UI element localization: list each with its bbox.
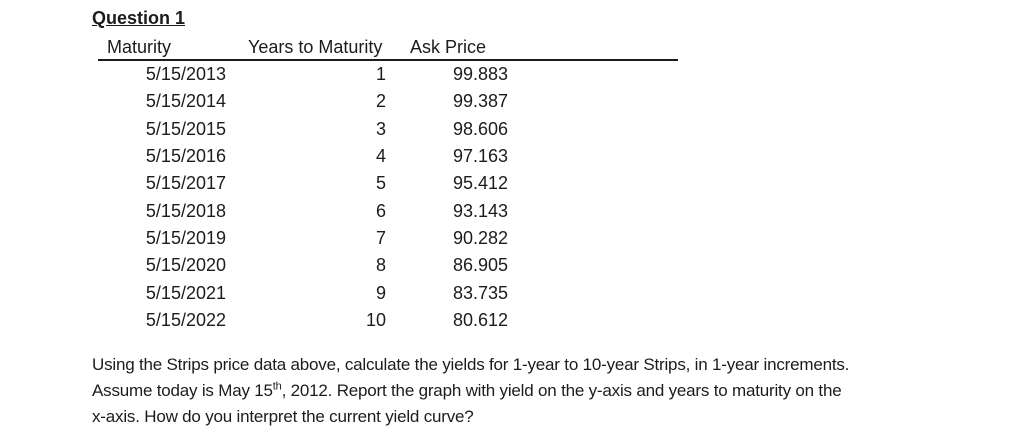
years-cell: 3 xyxy=(375,118,386,139)
question-text-line-2: Assume today is May 15th, 2012. Report t… xyxy=(92,378,849,404)
table-row: 5/15/2019 7 90.282 xyxy=(98,225,678,252)
question-text: Using the Strips price data above, calcu… xyxy=(92,352,849,430)
question-title: Question 1 xyxy=(92,8,186,28)
table-row: 5/15/2015 3 98.606 xyxy=(98,116,678,143)
years-cell: 4 xyxy=(375,146,386,167)
ask-price-cell: 99.883 xyxy=(453,64,509,85)
maturity-cell: 5/15/2014 xyxy=(145,91,226,112)
maturity-cell: 5/15/2019 xyxy=(145,227,226,248)
years-cell: 9 xyxy=(375,282,386,303)
maturity-cell: 5/15/2013 xyxy=(145,64,226,85)
table-header-row: Maturity Years to Maturity Ask Price xyxy=(98,36,678,61)
ask-price-cell: 83.735 xyxy=(453,282,509,303)
table-row: 5/15/2022 10 80.612 xyxy=(98,307,678,334)
ordinal-superscript: th xyxy=(272,380,282,393)
years-cell: 1 xyxy=(375,64,386,85)
ask-price-cell: 97.163 xyxy=(453,146,509,167)
col-header-maturity: Maturity xyxy=(98,36,240,61)
line-2-suffix: , 2012. Report the graph with yield on t… xyxy=(281,381,842,400)
strips-price-table: Maturity Years to Maturity Ask Price 5/1… xyxy=(98,36,678,334)
maturity-cell: 5/15/2015 xyxy=(145,118,226,139)
maturity-cell: 5/15/2020 xyxy=(145,255,226,276)
table-row: 5/15/2014 2 99.387 xyxy=(98,88,678,115)
col-header-years-to-maturity: Years to Maturity xyxy=(240,36,390,61)
years-cell: 8 xyxy=(375,255,386,276)
ask-price-cell: 99.387 xyxy=(453,91,509,112)
ask-price-cell: 86.905 xyxy=(453,255,509,276)
ask-price-cell: 93.143 xyxy=(453,200,509,221)
table-row: 5/15/2013 1 99.883 xyxy=(98,60,678,88)
question-text-line-1: Using the Strips price data above, calcu… xyxy=(92,355,850,374)
maturity-cell: 5/15/2021 xyxy=(145,282,226,303)
question-text-line-3: x-axis. How do you interpret the current… xyxy=(92,407,474,426)
years-cell: 2 xyxy=(375,91,386,112)
maturity-cell: 5/15/2016 xyxy=(145,146,226,167)
table-row: 5/15/2020 8 86.905 xyxy=(98,252,678,279)
ask-price-cell: 90.282 xyxy=(453,227,509,248)
ask-price-cell: 98.606 xyxy=(453,118,509,139)
years-cell: 6 xyxy=(375,200,386,221)
col-header-ask-price: Ask Price xyxy=(390,36,678,61)
table-row: 5/15/2016 4 97.163 xyxy=(98,143,678,170)
maturity-cell: 5/15/2022 xyxy=(145,309,226,330)
years-cell: 10 xyxy=(365,309,386,330)
table-row: 5/15/2017 5 95.412 xyxy=(98,170,678,197)
years-cell: 7 xyxy=(375,227,386,248)
line-2-prefix: Assume today is May 15 xyxy=(92,381,273,400)
ask-price-cell: 95.412 xyxy=(453,173,509,194)
maturity-cell: 5/15/2018 xyxy=(145,200,226,221)
maturity-cell: 5/15/2017 xyxy=(145,173,226,194)
table-row: 5/15/2021 9 83.735 xyxy=(98,279,678,306)
years-cell: 5 xyxy=(375,173,386,194)
table-row: 5/15/2018 6 93.143 xyxy=(98,197,678,224)
ask-price-cell: 80.612 xyxy=(453,309,509,330)
